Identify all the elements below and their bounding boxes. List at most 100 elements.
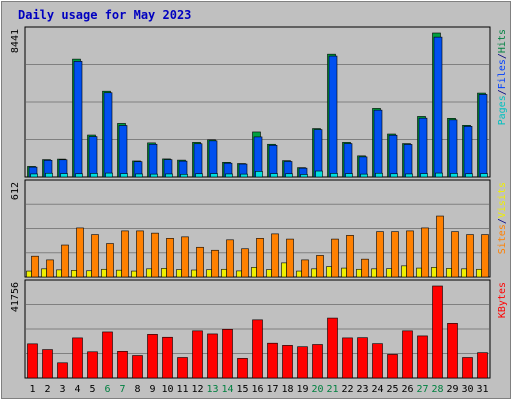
pages-bar (345, 173, 353, 178)
visits-bar (191, 269, 197, 278)
sites-bar (391, 231, 399, 278)
sites-bar (316, 255, 324, 278)
legend-files: Files (497, 59, 508, 89)
pages-bar (45, 172, 53, 178)
sites-bar (451, 231, 459, 278)
visits-bar (71, 270, 77, 278)
files-bar (313, 129, 323, 178)
sites-bar (226, 239, 234, 278)
visits-bar (371, 268, 377, 278)
files-bar (253, 136, 263, 178)
visits-bar (161, 268, 167, 278)
kbytes-bar (147, 334, 158, 379)
sites-bar (91, 234, 99, 278)
pages-bar (60, 173, 68, 178)
files-bar (463, 126, 473, 178)
files-bar (418, 117, 428, 178)
visits-sites-panel: 612 Sites/Visits (10, 179, 508, 278)
x-axis-day-label: 6 (104, 384, 110, 395)
kbytes-bar (402, 330, 413, 379)
visits-bar (461, 268, 467, 278)
visits-bar (356, 268, 362, 278)
visits-bar (56, 269, 62, 278)
kbytes-bar (462, 357, 473, 379)
visits-bar (221, 268, 227, 278)
pages-bar (225, 173, 233, 178)
kbytes-bar (87, 351, 98, 379)
legend-visits: Visits (497, 182, 508, 218)
pages-bar (330, 173, 338, 178)
visits-bar (206, 269, 212, 278)
pages-bar (240, 173, 248, 178)
pages-bar (465, 173, 473, 178)
files-bar (118, 125, 128, 178)
kbytes-bar (57, 362, 68, 379)
kbytes-bar (42, 349, 53, 379)
sites-bar (121, 230, 129, 278)
pages-bar (435, 172, 443, 178)
legend-kbytes: KBytes (497, 282, 508, 318)
kbytes-series-legend: KBytes (497, 282, 508, 318)
x-axis-day-label: 15 (236, 384, 248, 395)
files-bar (448, 119, 458, 178)
sites-bar (256, 238, 264, 278)
sites-bar (286, 238, 294, 278)
x-axis-day-label: 2 (44, 384, 50, 395)
pages-bar (315, 170, 323, 178)
visits-bar (281, 262, 287, 278)
kbytes-ymax-label: 41756 (10, 282, 21, 312)
hits-files-pages-series-legend: Pages/Files/Hits (497, 29, 508, 125)
files-bar (373, 109, 383, 178)
visits-bar (101, 268, 107, 278)
kbytes-bar (72, 337, 83, 379)
kbytes-bar (162, 336, 173, 379)
pages-bar (180, 173, 188, 178)
visits-bar (341, 267, 347, 278)
kbytes-bar (297, 346, 308, 379)
visits-bar (176, 269, 182, 278)
x-axis-day-label: 29 (446, 384, 458, 395)
visits-bar (296, 270, 302, 278)
sites-bar (181, 236, 189, 278)
x-axis-day-labels: 1 2 3 4 5 6 7 8 9 10 11 12 13 14 15 16 17 18 19 20 21 22 23 24 2… (29, 384, 488, 395)
files-bar (343, 143, 353, 178)
sites-bar (301, 259, 309, 278)
x-axis-day-label: 1 (29, 384, 35, 395)
x-axis-day-label: 7 (119, 384, 125, 395)
kbytes-bar (207, 333, 218, 379)
kbytes-bar (222, 329, 233, 379)
legend-sites: Sites (497, 224, 508, 254)
x-axis-day-label: 14 (221, 384, 233, 395)
kbytes-bar (312, 344, 323, 379)
pages-bar (165, 173, 173, 178)
visits-bar (311, 268, 317, 278)
visits-bar (446, 268, 452, 278)
kbytes-bar (417, 335, 428, 379)
x-axis-day-label: 19 (296, 384, 308, 395)
pages-bar (405, 173, 413, 178)
x-axis-day-label: 18 (281, 384, 293, 395)
sites-bar (196, 246, 204, 278)
visits-bar (116, 269, 122, 278)
pages-bar (135, 173, 143, 178)
x-axis-day-label: 13 (206, 384, 218, 395)
x-axis-day-label: 28 (431, 384, 443, 395)
sites-bar (466, 234, 474, 278)
chart-title: Daily usage for May 2023 (18, 8, 191, 22)
legend-separator: / (497, 53, 508, 59)
sites-bar (31, 255, 39, 278)
sites-bar (376, 231, 384, 278)
x-axis-day-label: 5 (89, 384, 95, 395)
sites-bar (211, 249, 219, 278)
files-bar (73, 61, 83, 178)
visits-bar (251, 267, 257, 278)
visits-bar (266, 269, 272, 278)
files-bar (388, 134, 398, 178)
kbytes-bar (357, 337, 368, 379)
files-bar (268, 144, 278, 178)
pages-bar (90, 173, 98, 178)
